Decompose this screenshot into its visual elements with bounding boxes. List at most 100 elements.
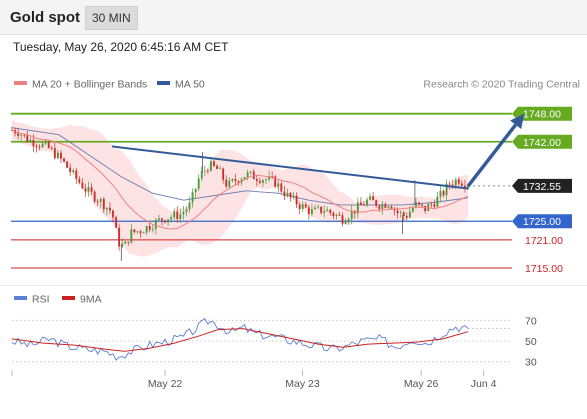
candle-body-95 — [301, 204, 304, 209]
candle-body-132 — [415, 202, 417, 208]
candle-body-64 — [206, 170, 209, 172]
candle-body-34 — [115, 217, 117, 228]
candle-body-144 — [451, 184, 454, 186]
candle-body-139 — [436, 196, 439, 207]
level-label-3: 1725.00 — [523, 216, 561, 228]
candle-body-68 — [219, 168, 222, 170]
ma20-legend-swatch — [14, 81, 27, 85]
candle-body-120 — [378, 205, 381, 209]
candle-body-93 — [295, 195, 298, 205]
candle-body-107 — [338, 214, 341, 216]
candle-body-87 — [277, 183, 280, 187]
candle-body-62 — [200, 171, 203, 179]
candle-body-104 — [329, 209, 332, 213]
timeframe-badge[interactable]: 30 MIN — [85, 6, 138, 30]
candle-body-65 — [209, 161, 212, 171]
candle-body-33 — [112, 210, 114, 218]
candle-body-127 — [399, 212, 402, 214]
candle-body-91 — [289, 192, 292, 198]
candle-body-47 — [154, 219, 157, 230]
rsi-legend-label: RSI — [32, 294, 50, 306]
rsi-ma-legend-swatch — [62, 296, 75, 300]
projection-arrow-head — [510, 113, 525, 130]
instrument-title: Gold spot — [10, 9, 80, 26]
candle-body-32 — [108, 207, 111, 211]
candle-body-14 — [53, 148, 56, 159]
rsi-ma-legend-label: 9MA — [80, 294, 102, 306]
candle-body-137 — [430, 204, 433, 206]
candle-body-51 — [167, 219, 170, 223]
candle-body-40 — [133, 229, 136, 233]
rsi-tick-30: 30 — [525, 357, 537, 369]
candle-body-122 — [384, 204, 387, 208]
chart-datetime: Tuesday, May 26, 2020 6:45:16 AM CET — [13, 40, 229, 54]
x-tick-label-1: May 23 — [285, 378, 320, 390]
candle-body-35 — [118, 227, 121, 247]
candle-body-119 — [375, 200, 378, 206]
candle-body-125 — [393, 208, 396, 211]
rsi-ma-line — [11, 328, 469, 352]
candle-body-39 — [130, 229, 133, 243]
candle-body-108 — [341, 215, 344, 224]
candle-body-103 — [326, 209, 329, 212]
ma50-line — [11, 127, 469, 206]
rsi-legend: RSI 9MA — [14, 294, 102, 306]
level-tag-0 — [512, 106, 572, 121]
candle-body-92 — [292, 195, 295, 198]
candle-body-149 — [467, 185, 469, 189]
bollinger-band — [12, 119, 468, 257]
candle-body-48 — [157, 218, 160, 220]
candle-body-85 — [271, 176, 274, 177]
candle-body-11 — [44, 141, 47, 144]
rsi-line — [11, 318, 469, 361]
candle-body-72 — [231, 179, 234, 181]
candle-body-29 — [99, 198, 102, 202]
candle-body-126 — [396, 210, 399, 214]
candle-body-117 — [369, 196, 372, 200]
candle-body-138 — [433, 204, 436, 207]
candle-body-37 — [124, 241, 127, 244]
candle-body-54 — [176, 211, 179, 219]
candle-body-9 — [38, 146, 41, 148]
candle-body-12 — [47, 141, 50, 148]
candle-body-80 — [255, 179, 258, 181]
candle-body-76 — [243, 177, 246, 180]
candle-body-130 — [408, 211, 411, 218]
candle-body-49 — [161, 218, 163, 221]
candle-body-134 — [421, 204, 424, 206]
candle-body-114 — [359, 202, 362, 205]
x-tick-label-2: May 26 — [404, 378, 439, 390]
candle-body-5 — [26, 134, 29, 142]
candle-body-118 — [372, 196, 375, 201]
candle-body-23 — [81, 182, 84, 189]
candle-body-52 — [170, 217, 173, 220]
candle-body-67 — [216, 165, 218, 169]
candle-body-129 — [405, 216, 408, 218]
ma20-line — [11, 129, 469, 230]
candle-body-110 — [347, 218, 350, 223]
rsi-tick-70: 70 — [525, 315, 537, 327]
candle-body-66 — [213, 161, 215, 166]
candle-body-101 — [320, 206, 323, 213]
candle-body-28 — [96, 201, 99, 203]
candle-body-44 — [145, 226, 148, 233]
candle-body-77 — [246, 172, 249, 178]
level-tag-3 — [512, 214, 572, 229]
candle-body-20 — [72, 170, 75, 173]
candle-body-116 — [366, 199, 368, 206]
candle-body-83 — [265, 179, 267, 181]
candle-body-97 — [307, 207, 310, 214]
rsi-panel: 30 50 70 — [11, 315, 537, 369]
candle-body-142 — [445, 183, 448, 196]
candle-body-70 — [225, 179, 228, 187]
projection-arrow-shaft — [466, 123, 518, 188]
candle-body-19 — [69, 167, 72, 173]
candle-body-45 — [148, 226, 151, 230]
candle-body-102 — [323, 211, 326, 213]
candle-body-10 — [41, 143, 44, 148]
candle-body-133 — [418, 202, 420, 205]
candle-body-26 — [90, 187, 93, 192]
candle-body-21 — [75, 170, 78, 179]
candle-body-2 — [17, 133, 20, 136]
candle-body-3 — [20, 134, 23, 136]
